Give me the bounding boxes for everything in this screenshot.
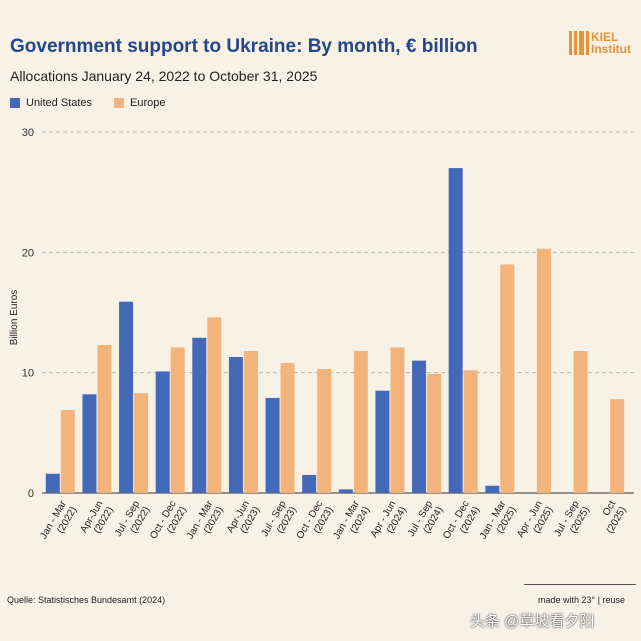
bar-europe-13: [536, 248, 551, 493]
kiel-logo-line2: Institut: [591, 42, 631, 56]
bar-europe-7: [317, 369, 332, 493]
x-tick-label-3: Oct - Dec(2022): [148, 499, 189, 547]
x-tick-label-6: Jul - Sep(2023): [259, 499, 299, 545]
bar-us-11: [448, 168, 463, 493]
source-note: Quelle: Statistisches Bundesamt (2024): [7, 595, 166, 605]
bar-us-3: [155, 371, 170, 493]
bar-us-2: [119, 301, 134, 493]
kiel-institut-logo: KIEL Institut: [569, 31, 641, 57]
bar-us-12: [485, 485, 500, 493]
y-tick-label-20: 20: [22, 247, 34, 259]
bar-europe-6: [280, 363, 295, 493]
bar-us-6: [265, 397, 280, 493]
x-tick-label-8: Jan - Mar(2024): [331, 498, 372, 547]
legend-label-europe: Europe: [130, 97, 166, 109]
x-tick-label-4: Jan - Mar(2023): [185, 498, 226, 547]
kiel-logo-text: KIEL Institut: [591, 31, 631, 55]
legend-item-europe: Europe: [114, 97, 166, 109]
bar-us-4: [192, 337, 207, 493]
credit-note[interactable]: made with 23° | reuse: [538, 595, 625, 605]
x-tick-label-11: Oct - Dec(2024): [441, 499, 482, 547]
kiel-logo-line1: KIEL: [591, 30, 619, 44]
bar-us-5: [228, 357, 243, 493]
x-tick-label-0: Jan - Mar(2022): [38, 498, 79, 547]
bar-europe-0: [60, 409, 75, 493]
x-tick-label-15: Oct(2025): [594, 499, 628, 536]
bar-europe-11: [463, 370, 478, 493]
bar-europe-3: [170, 347, 185, 493]
x-tick-label-7: Oct - Dec(2023): [295, 499, 336, 547]
bar-us-0: [45, 473, 60, 493]
bar-europe-5: [243, 351, 258, 493]
y-axis-label: Billion Euros: [9, 290, 20, 346]
legend-item-us: United States: [10, 97, 92, 109]
bar-europe-10: [427, 373, 442, 493]
x-tick-label-10: Jul - Sep(2024): [406, 499, 446, 545]
x-tick-label-9: Apr - Jun(2024): [369, 499, 409, 546]
legend-swatch-us: [10, 98, 20, 108]
bar-europe-12: [500, 264, 515, 493]
bar-europe-2: [134, 393, 149, 493]
bar-europe-4: [207, 317, 222, 493]
y-tick-label-30: 30: [22, 127, 34, 139]
bar-us-1: [82, 394, 97, 493]
legend-label-us: United States: [26, 97, 93, 109]
chart-legend: United States Europe: [10, 97, 188, 109]
x-tick-label-14: Jul - Sep(2025): [552, 499, 592, 545]
bar-europe-9: [390, 347, 405, 493]
chart-title: Government support to Ukraine: By month,…: [10, 36, 478, 57]
y-tick-label-0: 0: [28, 488, 34, 500]
bar-us-8: [338, 489, 353, 493]
watermark-text: 头条 @草坡看夕阳: [470, 613, 595, 630]
bar-us-9: [375, 390, 390, 493]
bar-europe-14: [573, 351, 588, 493]
kiel-logo-icon: [569, 31, 591, 55]
bar-us-10: [412, 360, 427, 493]
y-tick-label-10: 10: [22, 368, 34, 380]
x-tick-label-1: Apr-Jun(2022): [79, 499, 116, 541]
chart-subtitle: Allocations January 24, 2022 to October …: [10, 68, 318, 84]
bar-us-7: [302, 474, 317, 493]
bar-europe-15: [610, 399, 625, 493]
legend-swatch-europe: [114, 98, 125, 108]
x-tick-label-5: Apr-Jun(2023): [225, 499, 262, 541]
x-tick-label-13: Apr - Jun(2025): [515, 499, 555, 546]
bar-europe-1: [97, 344, 112, 493]
credit-divider: [524, 584, 636, 585]
bar-europe-8: [353, 351, 368, 493]
x-tick-label-2: Jul - Sep(2022): [113, 499, 153, 545]
x-tick-label-12: Jan - Mar(2025): [478, 498, 519, 547]
